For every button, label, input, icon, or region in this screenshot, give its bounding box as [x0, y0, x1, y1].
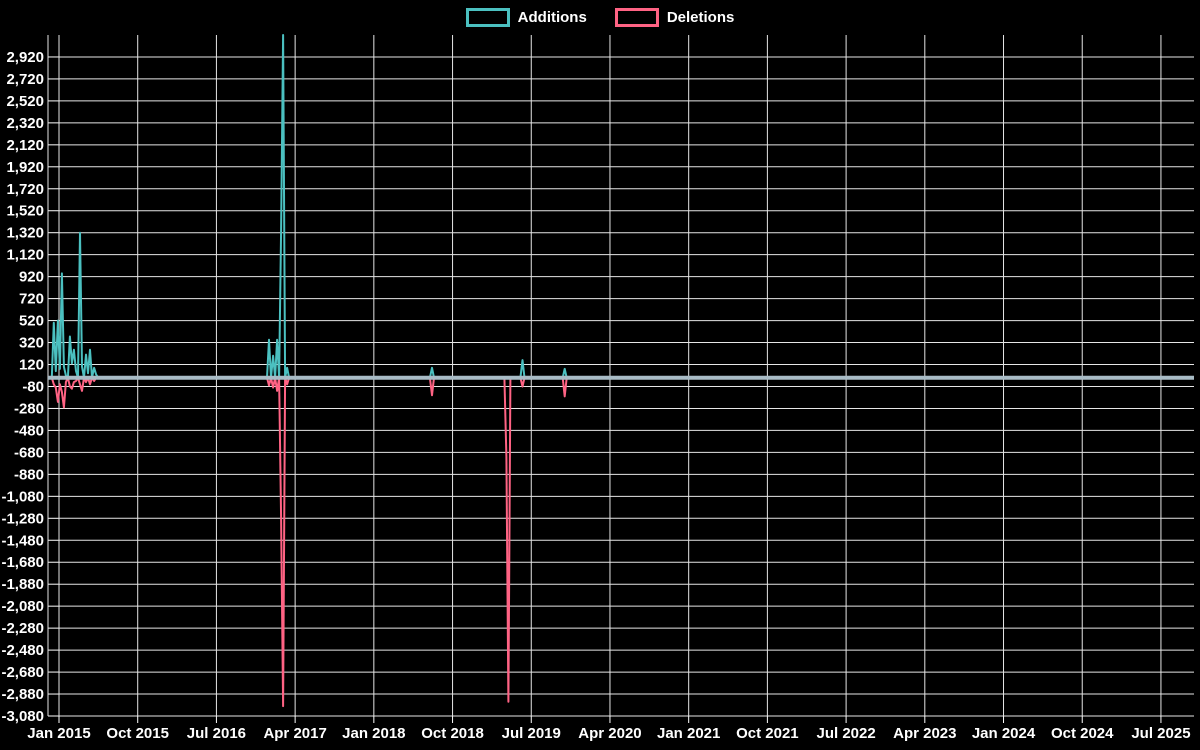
- x-tick-label: Oct 2021: [736, 725, 799, 742]
- y-tick-label: 1,120: [6, 247, 44, 264]
- y-tick-label: 720: [19, 291, 44, 308]
- x-tick-label: Jul 2016: [187, 725, 246, 742]
- legend-label-additions: Additions: [517, 9, 587, 26]
- y-tick-label: -2,680: [1, 664, 44, 681]
- additions-line: [50, 34, 1193, 379]
- x-tick-label: Jan 2018: [342, 725, 405, 742]
- y-tick-label: 1,920: [6, 159, 44, 176]
- y-tick-label: -2,880: [1, 686, 44, 703]
- x-tick-label: Jan 2015: [27, 725, 90, 742]
- y-tick-label: -2,080: [1, 598, 44, 615]
- chart-legend: Additions Deletions: [0, 8, 1200, 27]
- y-tick-label: -1,680: [1, 554, 44, 571]
- y-tick-label: -480: [14, 422, 44, 439]
- x-tick-label: Jan 2024: [972, 725, 1036, 742]
- y-tick-label: -1,480: [1, 532, 44, 549]
- y-tick-label: -280: [14, 400, 44, 417]
- x-tick-label: Oct 2024: [1051, 725, 1114, 742]
- y-tick-label: -680: [14, 444, 44, 461]
- y-tick-label: 1,320: [6, 225, 44, 242]
- y-tick-label: 920: [19, 269, 44, 286]
- legend-item-additions[interactable]: Additions: [465, 8, 587, 27]
- x-tick-label: Apr 2023: [893, 725, 956, 742]
- x-tick-label: Jul 2022: [816, 725, 875, 742]
- y-tick-label: 120: [19, 357, 44, 374]
- y-tick-label: 520: [19, 313, 44, 330]
- y-tick-label: -1,880: [1, 576, 44, 593]
- y-tick-label: 2,120: [6, 137, 44, 154]
- additions-swatch: [465, 8, 510, 27]
- y-tick-label: -1,280: [1, 510, 44, 527]
- x-tick-label: Jul 2025: [1131, 725, 1190, 742]
- y-tick-label: 1,720: [6, 181, 44, 198]
- y-tick-label: 2,320: [6, 115, 44, 132]
- y-tick-label: -2,480: [1, 642, 44, 659]
- y-tick-label: 2,720: [6, 71, 44, 88]
- legend-item-deletions[interactable]: Deletions: [614, 8, 735, 27]
- x-tick-label: Apr 2017: [263, 725, 326, 742]
- deletions-swatch: [614, 8, 659, 27]
- y-axis: 2,920 2,720 2,520 2,320 2,120 1,920 1,720 1,520…: [1, 35, 1194, 725]
- y-tick-label: 1,520: [6, 203, 44, 220]
- y-tick-label: 2,520: [6, 93, 44, 110]
- y-tick-label: -1,080: [1, 488, 44, 505]
- y-tick-label: -2,280: [1, 620, 44, 637]
- x-tick-label: Apr 2020: [578, 725, 641, 742]
- x-axis: Jan 2015 Oct 2015 Jul 2016 Apr 2017 Jan 2018…: [27, 35, 1191, 742]
- y-tick-label: 2,920: [6, 49, 44, 66]
- legend-label-deletions: Deletions: [666, 9, 735, 26]
- x-tick-label: Oct 2018: [421, 725, 484, 742]
- y-tick-label: -3,080: [1, 708, 44, 725]
- y-tick-label: -80: [22, 378, 44, 395]
- x-tick-label: Oct 2015: [106, 725, 169, 742]
- y-tick-label: 320: [19, 335, 44, 352]
- x-tick-label: Jan 2021: [657, 725, 720, 742]
- y-tick-label: -880: [14, 466, 44, 483]
- deletions-line: [50, 376, 1193, 708]
- x-tick-label: Jul 2019: [502, 725, 561, 742]
